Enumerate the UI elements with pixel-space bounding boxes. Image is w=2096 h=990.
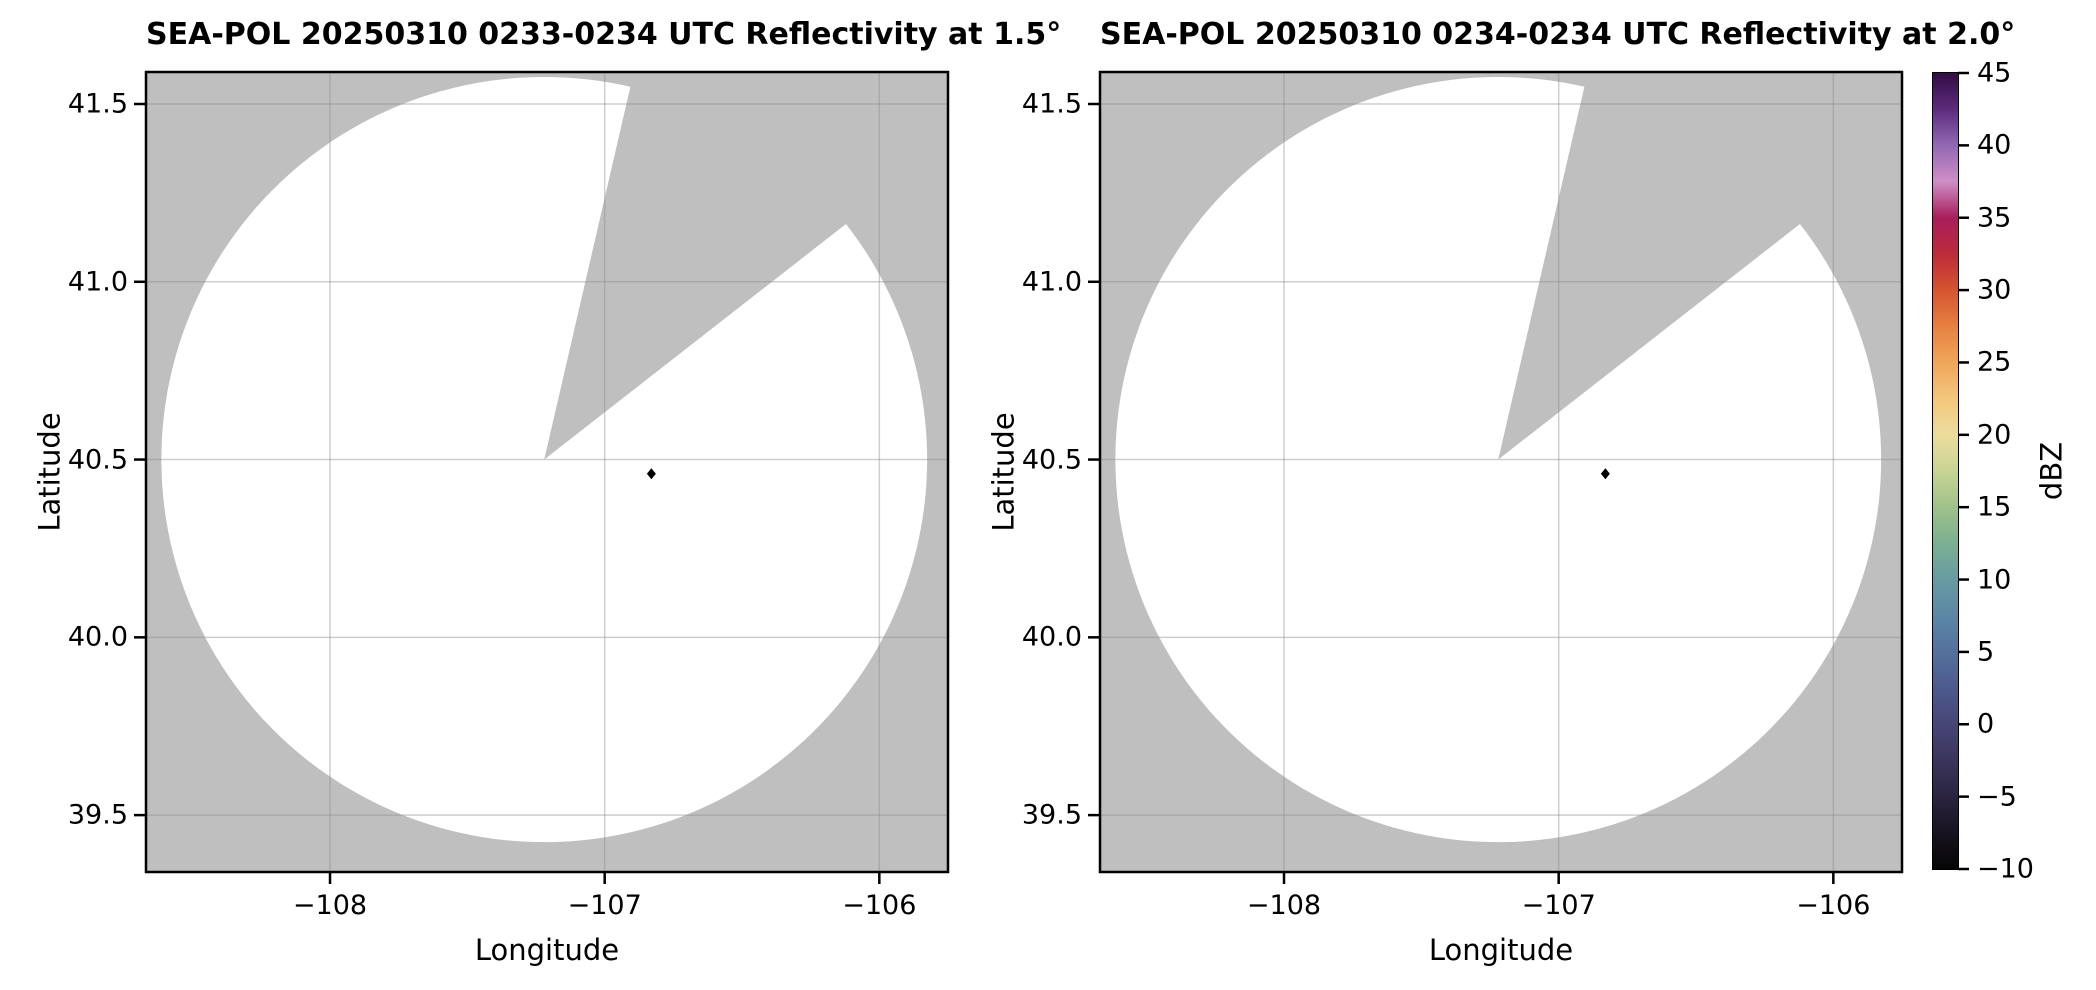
y-tick-label: 40.5 [67,444,128,476]
colorbar-tick-label: 40 [1977,129,2012,161]
y-tick-label: 40.5 [1021,444,1082,476]
colorbar-tick-label: −5 [1977,781,2017,813]
panel-2-ylabel: Latitude [986,412,1021,532]
panel-1-scan-coverage [161,76,928,843]
site-marker-diamond [1600,468,1610,480]
colorbar-tick-label: 0 [1977,708,1995,740]
site-marker-diamond [646,468,656,480]
colorbar-tick-label: 35 [1977,202,2012,234]
colorbar-tick-label: 5 [1977,636,1995,668]
panel-2-frame [1098,70,1904,874]
y-tick-label: 41.0 [67,266,128,298]
x-tick-label: −107 [1521,890,1596,921]
y-tick-label: 41.5 [1021,88,1082,120]
x-tick-label: −108 [1246,890,1322,921]
y-tick-label: 41.0 [1021,266,1082,298]
y-tick-label: 41.5 [67,88,128,120]
colorbar-label: dBZ [2034,441,2069,501]
y-tick-label: 40.0 [67,621,128,653]
colorbar-tick-label: 30 [1977,274,2012,306]
colorbar-tick-label: 15 [1977,491,2012,523]
colorbar-tick-label: 20 [1977,419,2012,451]
panel-1-frame [144,70,950,874]
x-tick-label: −107 [567,890,642,921]
colorbar-tick-label: 25 [1977,346,2012,378]
panel-1-title: SEA-POL 20250310 0233-0234 UTC Reflectiv… [146,17,1062,52]
y-tick-label: 39.5 [1021,799,1082,831]
colorbar-tick-label: 45 [1977,57,2012,89]
panel-2-title: SEA-POL 20250310 0234-0234 UTC Reflectiv… [1100,17,2016,52]
x-tick-label: −106 [1796,890,1871,921]
colorbar-tick-label: 10 [1977,564,2012,596]
colorbar [1933,73,1958,869]
y-tick-label: 39.5 [67,799,128,831]
x-tick-label: −106 [842,890,917,921]
panel-1-xlabel: Longitude [474,933,620,967]
colorbar-tick-label: −10 [1977,853,2034,885]
panel-2-xlabel: Longitude [1428,933,1574,967]
y-tick-label: 40.0 [1021,621,1082,653]
panel-2-scan-coverage [1115,76,1882,843]
panel-1-ylabel: Latitude [32,412,67,532]
x-tick-label: −108 [292,890,368,921]
